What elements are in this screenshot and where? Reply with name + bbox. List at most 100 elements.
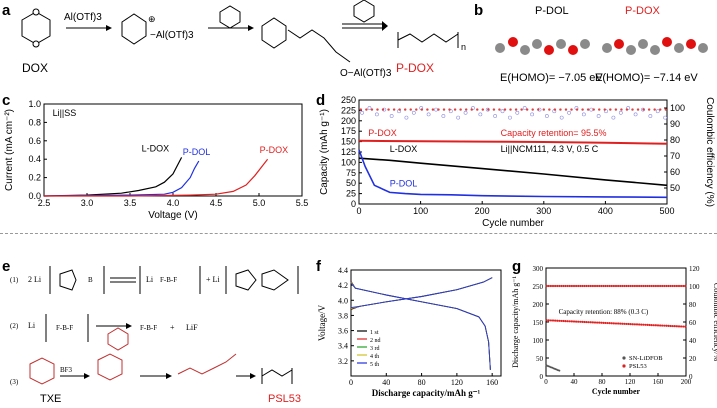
- legend-label-0: 1 st: [370, 330, 379, 336]
- ce-point-red: [470, 108, 473, 111]
- ce-point-red: [531, 108, 534, 111]
- psl53-label: PSL53: [268, 393, 301, 405]
- ce-point: [671, 284, 674, 288]
- pdox-homo: E(HOMO)= −7.14 eV: [595, 72, 698, 84]
- ce-point-red: [609, 108, 612, 111]
- y2-tick-label: 0: [689, 373, 693, 381]
- capacity-point: [587, 321, 590, 324]
- legend-label-0: SN-LiDFOB: [629, 355, 663, 362]
- series-label-p-dol: P-DOL: [183, 147, 211, 157]
- ce-point-red: [575, 108, 579, 111]
- ce-point: [515, 110, 520, 115]
- ce-point: [456, 115, 461, 120]
- y-tick-label: 4.4: [338, 266, 348, 275]
- y-tick-label: 3.6: [338, 327, 348, 336]
- capacity-point: [638, 323, 641, 326]
- label-pdol: P-DOL: [390, 178, 418, 188]
- ce-point: [559, 115, 564, 120]
- ce-point: [562, 284, 565, 288]
- discharge-curve-4: [350, 282, 491, 370]
- ce-point: [581, 284, 584, 288]
- capacity-point: [671, 324, 674, 328]
- capacity-point: [625, 322, 628, 326]
- capacity-point: [547, 319, 550, 322]
- ce-point: [644, 284, 647, 288]
- ce-point: [635, 284, 639, 288]
- x-tick-label: 80: [418, 378, 426, 387]
- series-line-p-dox: [44, 158, 269, 197]
- ce-point: [661, 284, 664, 288]
- ce-point: [608, 284, 611, 288]
- ce-point: [360, 110, 364, 115]
- ce-point: [631, 284, 634, 288]
- ce-point: [549, 284, 552, 288]
- ce-point-red: [442, 108, 446, 111]
- ce-point: [673, 284, 676, 288]
- ce-point: [374, 112, 379, 117]
- capacity-point: [623, 322, 626, 325]
- series-line-l-dox: [358, 157, 668, 187]
- capacity-point: [575, 320, 578, 323]
- ce-point: [642, 284, 645, 288]
- y-tick-label: 25: [346, 189, 356, 199]
- panel-label-g: g: [512, 258, 522, 275]
- pdol-homo: E(HOMO)= −7.05 eV: [500, 72, 603, 84]
- capacity-point: [673, 325, 676, 328]
- ce-point-red: [464, 108, 468, 111]
- ce-point: [577, 284, 580, 288]
- y-tick-label: 3.2: [338, 357, 348, 366]
- row2-brackets: [45, 314, 89, 342]
- y-tick-label: 100: [341, 157, 356, 167]
- capacity-point: [659, 324, 662, 327]
- x-tick-label: 0: [349, 378, 353, 387]
- ce-point: [654, 284, 657, 288]
- capacity-point: [656, 324, 660, 327]
- pdox-molecule: [602, 37, 708, 55]
- ce-point-red: [553, 108, 557, 111]
- ce-point-red: [647, 108, 651, 111]
- ce-point: [579, 284, 582, 288]
- ce-point: [665, 284, 668, 288]
- charge-curve-3: [350, 277, 493, 309]
- ce-point-red: [614, 108, 618, 111]
- ce-point-red: [525, 108, 529, 111]
- ce-point-red: [642, 108, 645, 111]
- ce-point: [638, 284, 641, 288]
- x-tick-label: 200: [475, 206, 490, 216]
- ce-point: [556, 284, 559, 288]
- ce-point: [426, 112, 431, 117]
- psl-polymer: [261, 368, 293, 384]
- capacity-point: [680, 325, 683, 328]
- ce-point: [585, 284, 588, 288]
- capacity-point: [556, 319, 559, 322]
- ce-point: [663, 115, 668, 120]
- ce-point-red: [509, 108, 512, 111]
- scheme-a: DOX Al(OTf)3 ⊕ −Al(OTf)3 O−Al(OTf)3 n P-…: [21, 0, 466, 79]
- ce-point-red: [581, 108, 584, 111]
- y2-tick-label: 70: [670, 151, 680, 161]
- y-tick-label: 4.0: [338, 296, 348, 305]
- row3-arrow-3-head: [250, 373, 256, 379]
- series-label-l-dox: L-DOX: [142, 143, 170, 153]
- ce-point: [612, 284, 615, 288]
- ce-point: [589, 107, 594, 112]
- capacity-point: [608, 322, 611, 325]
- ce-point-red: [409, 108, 412, 111]
- pdox-title: P-DOX: [625, 5, 660, 17]
- ce-point-red: [381, 108, 385, 111]
- dox-molecule: [21, 8, 51, 48]
- ce-point: [575, 284, 578, 288]
- ce-point-red: [398, 108, 401, 111]
- y-axis-label: Voltage/V: [317, 304, 327, 341]
- ce-point: [646, 284, 649, 288]
- ce-point: [602, 284, 605, 288]
- ce-point-red: [448, 108, 451, 111]
- ce-point-red: [592, 108, 595, 111]
- annotation-cell: Li||NCM111, 4.3 V, 0.5 C: [501, 144, 599, 154]
- ce-point-red: [437, 108, 440, 111]
- ce-point: [567, 110, 571, 115]
- series-line-p-dol: [43, 160, 200, 197]
- ce-point: [684, 284, 687, 288]
- capacity-point: [621, 322, 624, 325]
